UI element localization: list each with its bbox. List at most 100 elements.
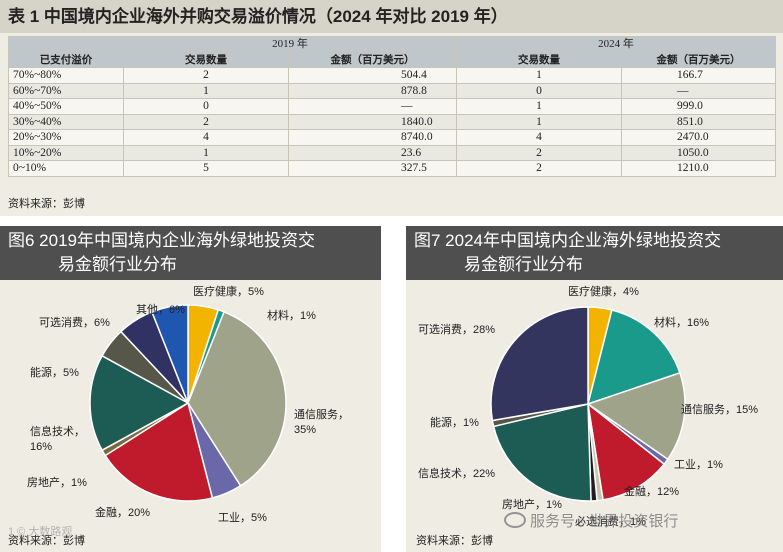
cell-amount-2019: 327.5 [288, 160, 457, 177]
label-2019-realestate: 房地产，1% [27, 475, 87, 489]
label-2019-it-pct: 16% [30, 441, 52, 453]
chart-2019-pie: 医疗健康，5% 材料，1% 通信服务， 35% 工业，5% 金融，20% 房地产… [27, 284, 349, 524]
cell-count-2019: 4 [123, 129, 289, 146]
label-2024-finance: 金融，12% [624, 484, 679, 498]
pie-2024-labels: 医疗健康，4% 材料，16% 通信服务，15% 工业，1% 金融，12% 必选消… [418, 284, 758, 528]
table-corner-cell [8, 36, 124, 53]
chart-2024-source: 资料来源：彭博 [416, 535, 493, 547]
year-2024-header: 2024 年 [456, 36, 776, 53]
table-row: 10%~20% 1 23.6 2 1050.0 [8, 144, 776, 161]
cell-range: 30%~40% [8, 113, 124, 130]
cell-amount-2024: — [621, 82, 776, 99]
cell-amount-2024: 851.0 [621, 113, 776, 130]
label-2019-materials: 材料，1% [267, 308, 316, 322]
cell-count-2024: 1 [456, 67, 622, 84]
pie-2019-slice-finance [104, 401, 214, 502]
premium-table: 2019 年 2024 年 已支付溢价 交易数量 金额（百万美元） 交易数量 金… [8, 36, 776, 177]
table-row: 60%~70% 1 878.8 0 — [8, 82, 776, 99]
pie-2019-slices [89, 304, 287, 502]
label-2024-materials: 材料，16% [654, 315, 709, 329]
cell-count-2024: 4 [456, 129, 622, 146]
cell-count-2019: 1 [123, 82, 289, 99]
cell-amount-2024: 2470.0 [621, 129, 776, 146]
table-panel: 表 1 中国境内企业海外并购交易溢价情况（2024 年对比 2019 年） 20… [0, 0, 783, 216]
table-row: 20%~30% 4 8740.0 4 2470.0 [8, 129, 776, 146]
left-watermark: 1 © 大数路观 [8, 526, 73, 538]
pie-2024-slice-it [492, 403, 592, 502]
wechat-watermark: 服务号 · 世界投资银行 [504, 510, 678, 531]
cell-count-2019: 1 [123, 144, 289, 161]
table-year-row: 2019 年 2024 年 [8, 36, 776, 53]
label-2019-other: 其他，6% [136, 303, 185, 316]
cell-amount-2024: 1050.0 [621, 144, 776, 161]
label-2019-energy: 能源，5% [30, 365, 79, 379]
label-2024-staples: 必选消费，1% [575, 514, 646, 528]
label-2019-industrial: 工业，5% [218, 511, 267, 524]
label-2019-consumer: 可选消费，6% [39, 315, 110, 329]
cell-amount-2019: — [288, 98, 457, 115]
pie-2024-slice-finance [586, 402, 666, 501]
pie-2019-slice-it [89, 354, 190, 452]
cell-count-2019: 0 [123, 98, 289, 115]
cell-count-2019: 2 [123, 113, 289, 130]
label-2019-telecom-pct: 35% [294, 424, 316, 436]
cell-count-2024: 1 [456, 113, 622, 130]
pie-2024-slice-telecom [586, 371, 686, 461]
pie-2019-slice-telecom [187, 310, 287, 487]
col-header-range: 已支付溢价 [8, 51, 124, 68]
col-header-amount-2019: 金额（百万美元） [288, 51, 457, 68]
table-source-note: 资料来源：彭博 [8, 198, 85, 210]
label-2024-it: 信息技术，22% [418, 466, 495, 480]
label-2019-telecom: 通信服务， [294, 408, 349, 421]
label-2024-energy: 能源，1% [430, 415, 479, 429]
label-2024-healthcare: 医疗健康，4% [568, 284, 639, 298]
cell-range: 70%~80% [8, 67, 124, 84]
pie-2024-slice-consumer [490, 306, 589, 422]
pie-2024-slices [490, 306, 686, 502]
table-row: 40%~50% 0 — 1 999.0 [8, 98, 776, 115]
cell-amount-2024: 999.0 [621, 98, 776, 115]
cell-count-2024: 1 [456, 98, 622, 115]
chart-2019-source: 资料来源：彭博 [8, 535, 85, 547]
chart-2024-title-line1: 图7 2024年中国境内企业海外绿地投资交 [414, 231, 721, 250]
cell-amount-2019: 8740.0 [288, 129, 457, 146]
wechat-watermark-text: 服务号 · 世界投资银行 [530, 513, 679, 530]
chart-2019-panel: 图6 2019年中国境内企业海外绿地投资交 易金额行业分布 医疗健康，5% 材料… [0, 226, 381, 552]
year-2019-header: 2019 年 [123, 36, 457, 53]
chart-2019-title-line2: 易金额行业分布 [58, 255, 177, 274]
pie-2019-slice-other [150, 304, 189, 404]
col-header-amount-2024: 金额（百万美元） [621, 51, 776, 68]
cell-amount-2019: 23.6 [288, 144, 457, 161]
label-2024-telecom: 通信服务，15% [681, 403, 758, 416]
pie-2019-labels: 医疗健康，5% 材料，1% 通信服务， 35% 工业，5% 金融，20% 房地产… [27, 284, 349, 524]
label-2019-finance: 金融，20% [95, 505, 150, 519]
table-row: 30%~40% 2 1840.0 1 851.0 [8, 113, 776, 130]
table-column-row: 已支付溢价 交易数量 金额（百万美元） 交易数量 金额（百万美元） [8, 51, 776, 68]
col-header-count-2019: 交易数量 [123, 51, 289, 68]
label-2019-healthcare: 医疗健康，5% [193, 284, 264, 298]
label-2019-it: 信息技术， [30, 424, 85, 438]
cell-range: 10%~20% [8, 144, 124, 161]
cell-amount-2019: 1840.0 [288, 113, 457, 130]
cell-range: 60%~70% [8, 82, 124, 99]
cell-amount-2024: 1210.0 [621, 160, 776, 177]
cell-amount-2019: 878.8 [288, 82, 457, 99]
chart-2024-panel: 图7 2024年中国境内企业海外绿地投资交 易金额行业分布 医疗健康，4% 材料… [406, 226, 783, 552]
cell-count-2024: 2 [456, 160, 622, 177]
col-header-count-2024: 交易数量 [456, 51, 622, 68]
label-2024-realestate: 房地产，1% [502, 497, 562, 511]
cell-amount-2019: 504.4 [288, 67, 457, 84]
chart-2024-title: 图7 2024年中国境内企业海外绿地投资交 易金额行业分布 [406, 226, 783, 280]
table-row: 70%~80% 2 504.4 1 166.7 [8, 67, 776, 84]
cell-range: 0~10% [8, 160, 124, 177]
chart-2024-title-line2: 易金额行业分布 [464, 255, 583, 274]
cell-count-2019: 5 [123, 160, 289, 177]
cell-range: 40%~50% [8, 98, 124, 115]
label-2024-industrial: 工业，1% [674, 458, 723, 471]
table-title: 表 1 中国境内企业海外并购交易溢价情况（2024 年对比 2019 年） [0, 0, 783, 33]
cell-range: 20%~30% [8, 129, 124, 146]
chart-2019-title: 图6 2019年中国境内企业海外绿地投资交 易金额行业分布 [0, 226, 381, 280]
cell-count-2024: 0 [456, 82, 622, 99]
wechat-icon [504, 512, 526, 528]
chart-2024-pie: 医疗健康，4% 材料，16% 通信服务，15% 工业，1% 金融，12% 必选消… [418, 284, 758, 528]
